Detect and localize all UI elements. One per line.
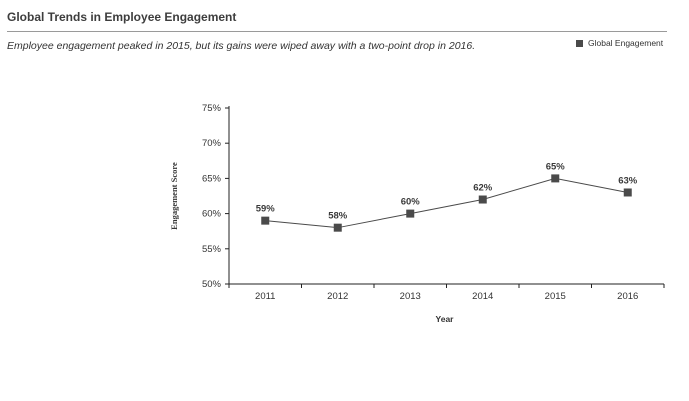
x-tick-label: 2011 [255,291,275,302]
data-point-marker [551,174,560,183]
y-tick-label: 50% [202,279,222,290]
title-divider [7,31,667,32]
chart-legend: Global Engagement [576,38,663,48]
x-tick-label: 2013 [400,291,421,302]
data-point-marker [406,209,415,218]
y-axis-title: Engagement Score [169,162,179,230]
x-tick-label: 2016 [617,291,638,302]
data-label: 63% [618,175,638,186]
data-label: 59% [256,204,276,215]
data-point-marker [261,216,270,225]
data-label: 60% [401,197,421,208]
data-point-marker [623,188,632,197]
series-line [265,177,628,229]
page-title: Global Trends in Employee Engagement [7,10,237,24]
y-tick-label: 60% [202,209,222,220]
chart-subtitle: Employee engagement peaked in 2015, but … [7,40,476,52]
data-point-marker [478,195,487,204]
legend-swatch-square-icon [576,39,583,47]
x-axis-title: Year [436,314,455,324]
y-tick-label: 75% [202,103,222,114]
y-tick-label: 70% [202,138,222,149]
x-tick-label: 2015 [545,291,566,302]
x-tick-label: 2014 [472,291,493,302]
legend-label: Global Engagement [588,38,664,48]
data-point-marker [333,223,342,232]
data-label: 62% [473,183,493,194]
data-label: 58% [328,211,348,222]
y-tick-label: 55% [202,244,222,255]
x-tick-label: 2012 [327,291,348,302]
y-tick-label: 65% [202,173,222,184]
data-label: 65% [546,161,566,172]
